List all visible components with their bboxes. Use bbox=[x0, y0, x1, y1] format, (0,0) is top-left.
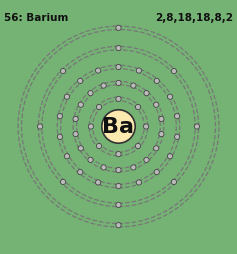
Circle shape bbox=[96, 144, 102, 149]
Circle shape bbox=[78, 170, 83, 175]
Circle shape bbox=[174, 114, 180, 119]
Circle shape bbox=[101, 165, 106, 170]
Text: Ba: Ba bbox=[102, 117, 135, 137]
Circle shape bbox=[135, 105, 141, 110]
Circle shape bbox=[116, 65, 121, 70]
Circle shape bbox=[78, 79, 83, 84]
Circle shape bbox=[37, 124, 43, 130]
Circle shape bbox=[154, 79, 159, 84]
Circle shape bbox=[116, 46, 121, 52]
Circle shape bbox=[116, 168, 121, 173]
Circle shape bbox=[167, 95, 173, 100]
Circle shape bbox=[88, 91, 93, 96]
Circle shape bbox=[144, 91, 149, 96]
Circle shape bbox=[116, 26, 121, 31]
Circle shape bbox=[73, 117, 78, 122]
Circle shape bbox=[116, 97, 121, 102]
Circle shape bbox=[159, 132, 164, 137]
Circle shape bbox=[102, 110, 135, 144]
Circle shape bbox=[171, 69, 177, 74]
Circle shape bbox=[64, 154, 70, 159]
Circle shape bbox=[116, 81, 121, 86]
Circle shape bbox=[116, 223, 121, 228]
Circle shape bbox=[116, 110, 121, 115]
Circle shape bbox=[131, 84, 136, 89]
Circle shape bbox=[154, 146, 159, 151]
Circle shape bbox=[174, 135, 180, 140]
Circle shape bbox=[116, 202, 121, 208]
Circle shape bbox=[96, 105, 102, 110]
Circle shape bbox=[64, 95, 70, 100]
Circle shape bbox=[194, 124, 200, 130]
Circle shape bbox=[131, 165, 136, 170]
Circle shape bbox=[96, 69, 101, 74]
Circle shape bbox=[88, 158, 93, 163]
Circle shape bbox=[136, 69, 141, 74]
Circle shape bbox=[167, 154, 173, 159]
Circle shape bbox=[60, 180, 66, 185]
Text: 56: Barium: 56: Barium bbox=[4, 13, 68, 23]
Circle shape bbox=[154, 170, 159, 175]
Circle shape bbox=[73, 132, 78, 137]
Circle shape bbox=[116, 152, 121, 157]
Circle shape bbox=[60, 69, 66, 74]
Circle shape bbox=[116, 184, 121, 189]
Circle shape bbox=[144, 158, 149, 163]
Circle shape bbox=[78, 146, 83, 151]
Circle shape bbox=[135, 144, 141, 149]
Circle shape bbox=[171, 180, 177, 185]
Circle shape bbox=[116, 139, 121, 144]
Circle shape bbox=[159, 117, 164, 122]
Circle shape bbox=[78, 103, 83, 108]
Circle shape bbox=[96, 180, 101, 185]
Circle shape bbox=[101, 84, 106, 89]
Circle shape bbox=[57, 114, 63, 119]
Circle shape bbox=[154, 103, 159, 108]
Text: 2,8,18,18,8,2: 2,8,18,18,8,2 bbox=[155, 13, 233, 23]
Circle shape bbox=[136, 180, 141, 185]
Circle shape bbox=[57, 135, 63, 140]
Circle shape bbox=[88, 124, 94, 130]
Circle shape bbox=[143, 124, 149, 130]
